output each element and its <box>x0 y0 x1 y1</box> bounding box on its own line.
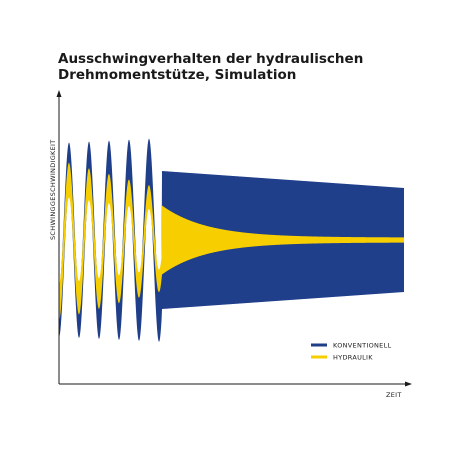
legend: KONVENTIONELL HYDRAULIK <box>311 342 391 362</box>
y-axis-arrow <box>56 90 62 97</box>
y-axis-label: SCHWINGGESCHWINDIGKEIT <box>49 139 57 240</box>
chart-title-line-1: Ausschwingverhalten der hydraulischen <box>58 51 363 67</box>
chart-title-line-2: Drehmomentstütze, Simulation <box>58 67 296 83</box>
series-hydraulik <box>59 162 404 320</box>
x-axis-label: ZEIT <box>386 391 402 399</box>
plot-area <box>59 138 404 342</box>
x-axis-arrow <box>405 381 412 387</box>
legend-label-konventionell: KONVENTIONELL <box>333 342 391 350</box>
legend-label-hydraulik: HYDRAULIK <box>333 354 373 362</box>
